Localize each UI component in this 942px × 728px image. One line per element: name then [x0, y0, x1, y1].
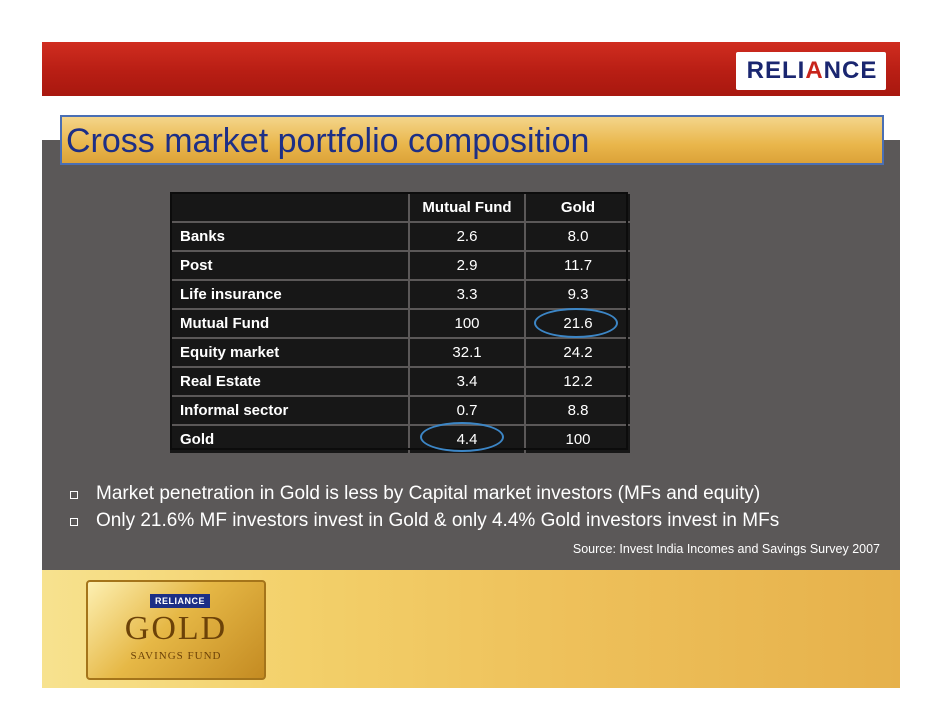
row-mutual-fund: 3.4	[409, 367, 526, 397]
square-bullet-icon	[70, 491, 78, 499]
row-gold: 8.0	[525, 222, 632, 252]
header-band: RELIANCE	[42, 42, 900, 96]
table-row: Equity market 32.1 24.2	[170, 338, 632, 368]
row-label: Real Estate	[170, 367, 410, 397]
table-row: Informal sector 0.7 8.8	[170, 396, 632, 426]
table-header-gold: Gold	[525, 194, 632, 223]
slide: RELIANCE Cross market portfolio composit…	[42, 42, 900, 688]
row-gold: 8.8	[525, 396, 632, 426]
table-row: Real Estate 3.4 12.2	[170, 367, 632, 397]
row-label: Life insurance	[170, 280, 410, 310]
table-header-mutual-fund: Mutual Fund	[409, 194, 526, 223]
reliance-logo: RELIANCE	[736, 52, 886, 90]
table-row: Gold 4.4 100	[170, 425, 632, 455]
badge-subtitle: SAVINGS FUND	[130, 650, 222, 662]
row-gold: 12.2	[525, 367, 632, 397]
row-label: Equity market	[170, 338, 410, 368]
row-gold: 9.3	[525, 280, 632, 310]
row-mutual-fund: 100	[409, 309, 526, 339]
row-mutual-fund: 0.7	[409, 396, 526, 426]
square-bullet-icon	[70, 518, 78, 526]
row-label: Mutual Fund	[170, 309, 410, 339]
list-item: Market penetration in Gold is less by Ca…	[66, 482, 896, 509]
row-label: Banks	[170, 222, 410, 252]
table-header-empty	[170, 194, 410, 223]
row-label: Informal sector	[170, 396, 410, 426]
badge-gold-title: GOLD	[124, 610, 228, 647]
title-box: Cross market portfolio composition	[60, 115, 884, 165]
table-header-row: Mutual Fund Gold	[170, 194, 632, 223]
row-label: Gold	[170, 425, 410, 455]
page-title: Cross market portfolio composition	[66, 122, 590, 160]
row-gold: 11.7	[525, 251, 632, 281]
row-mutual-fund: 32.1	[409, 338, 526, 368]
bullet-list: Market penetration in Gold is less by Ca…	[66, 482, 896, 536]
row-gold: 100	[525, 425, 632, 455]
bullet-text: Only 21.6% MF investors invest in Gold &…	[96, 510, 780, 531]
badge-reliance-logo: RELIANCE	[150, 594, 210, 608]
row-mutual-fund: 2.6	[409, 222, 526, 252]
reliance-logo-text: RELIANCE	[746, 57, 878, 84]
table-row: Banks 2.6 8.0	[170, 222, 632, 252]
row-gold: 24.2	[525, 338, 632, 368]
highlight-ring-mf-4-4	[420, 422, 504, 452]
row-mutual-fund: 3.3	[409, 280, 526, 310]
highlight-ring-gold-21-6	[534, 308, 618, 338]
gold-savings-fund-logo: RELIANCE GOLD SAVINGS FUND	[86, 580, 266, 680]
source-note: Source: Invest India Incomes and Savings…	[572, 542, 880, 556]
table-row: Post 2.9 11.7	[170, 251, 632, 281]
row-label: Post	[170, 251, 410, 281]
bullet-text: Market penetration in Gold is less by Ca…	[96, 483, 761, 504]
row-mutual-fund: 2.9	[409, 251, 526, 281]
table-row: Life insurance 3.3 9.3	[170, 280, 632, 310]
list-item: Only 21.6% MF investors invest in Gold &…	[66, 509, 896, 536]
